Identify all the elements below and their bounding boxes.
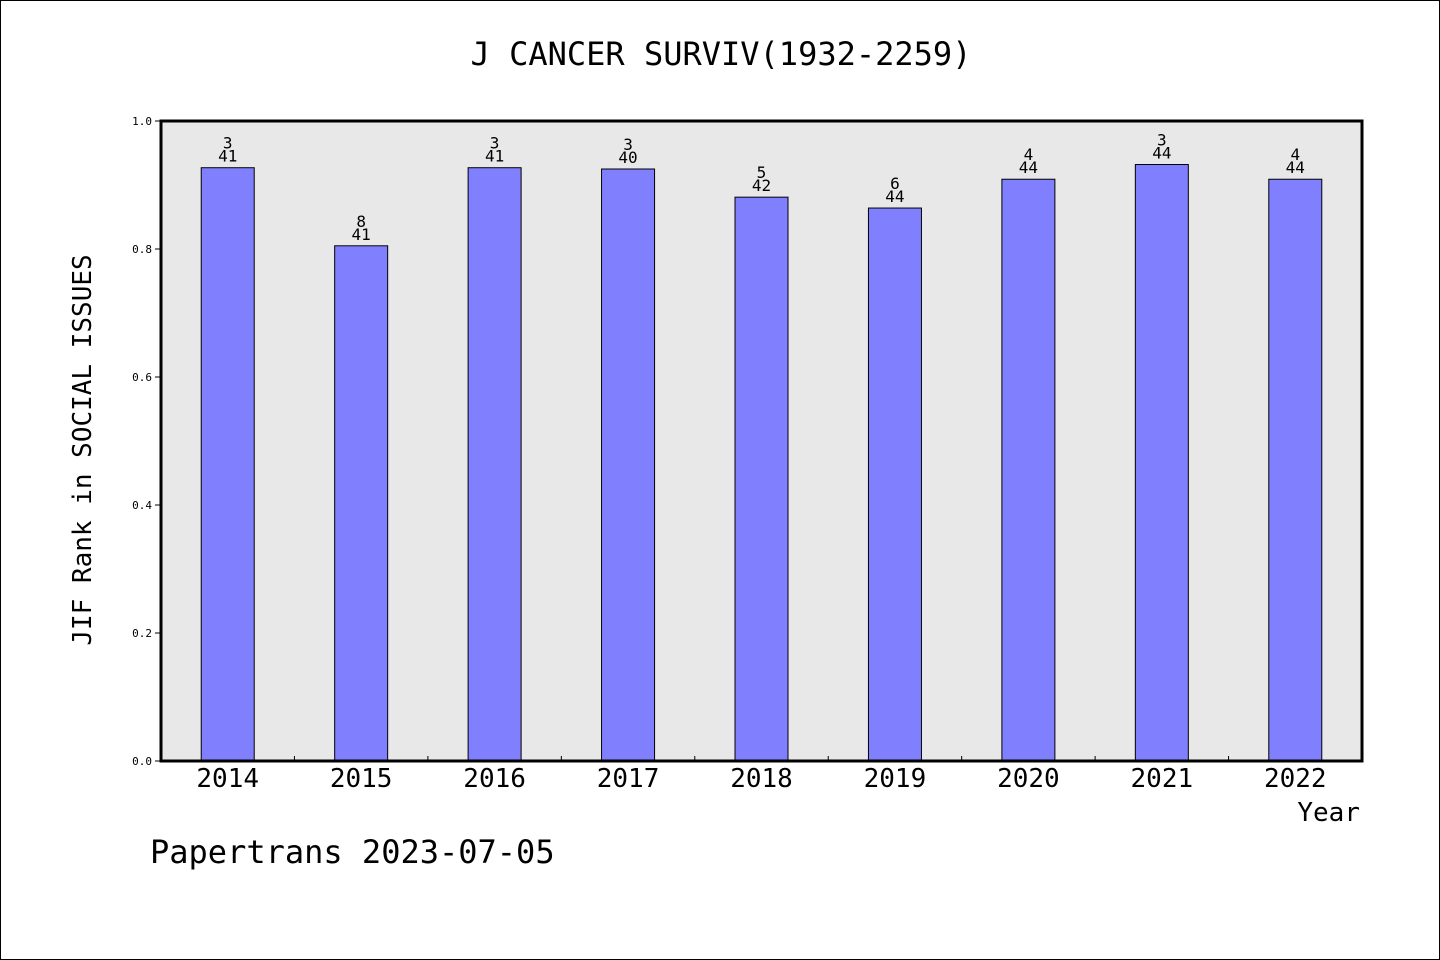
y-tick-label-0.2: 0.2: [132, 627, 152, 640]
bar-label-top-2016: 3: [490, 134, 500, 153]
bar-2017: [601, 168, 656, 762]
chart-title: J CANCER SURVIV(1932-2259): [470, 35, 972, 73]
bar-2022: [1268, 178, 1323, 762]
bar-label-top-2019: 6: [890, 174, 900, 193]
y-tick-label-0.0: 0.0: [132, 755, 152, 768]
y-tick-label-0.4: 0.4: [132, 499, 152, 512]
bar-label-bottom-2016: 41: [485, 147, 504, 166]
x-tick-label-2018: 2018: [730, 764, 793, 794]
x-tick-label-2015: 2015: [330, 764, 393, 794]
bar-label-top-2015: 8: [356, 212, 366, 231]
bar-label-bottom-2017: 40: [618, 148, 637, 167]
bar-2016: [467, 167, 522, 762]
bar-2019: [867, 207, 922, 762]
bar-label-bottom-2019: 44: [885, 187, 904, 206]
bar-2018: [734, 196, 789, 762]
y-tick-label-0.8: 0.8: [132, 243, 152, 256]
bar-2015: [334, 245, 389, 762]
x-tick-label-2020: 2020: [997, 764, 1060, 794]
x-tick-label-2014: 2014: [196, 764, 259, 794]
x-tick-label-2017: 2017: [597, 764, 660, 794]
y-tick-label-1.0: 1.0: [132, 115, 152, 128]
bar-label-top-2017: 3: [623, 135, 633, 154]
x-tick-label-2016: 2016: [463, 764, 526, 794]
footer-credit: Papertrans 2023-07-05: [150, 833, 555, 871]
bar-label-top-2021: 3: [1157, 131, 1167, 150]
y-tick-label-0.6: 0.6: [132, 371, 152, 384]
bar-2020: [1001, 178, 1056, 762]
x-tick-label-2019: 2019: [864, 764, 927, 794]
x-tick-label-2022: 2022: [1264, 764, 1327, 794]
plot-border: [159, 119, 1364, 763]
bar-label-top-2014: 3: [223, 134, 233, 153]
bar-label-top-2020: 4: [1024, 145, 1034, 164]
bar-label-bottom-2020: 44: [1019, 158, 1038, 177]
bar-label-bottom-2021: 44: [1152, 144, 1171, 163]
bar-label-bottom-2018: 42: [752, 176, 771, 195]
bar-2021: [1134, 164, 1189, 762]
x-axis-label: Year: [1297, 798, 1360, 828]
bar-label-top-2018: 5: [757, 163, 767, 182]
y-axis-label: JIF Rank in SOCIAL ISSUES: [68, 254, 98, 645]
bar-label-bottom-2014: 41: [218, 147, 237, 166]
bar-label-bottom-2015: 41: [352, 225, 371, 244]
bar-label-bottom-2022: 44: [1286, 158, 1305, 177]
bar-label-top-2022: 4: [1290, 145, 1300, 164]
bar-2014: [200, 167, 255, 762]
x-tick-label-2021: 2021: [1131, 764, 1194, 794]
